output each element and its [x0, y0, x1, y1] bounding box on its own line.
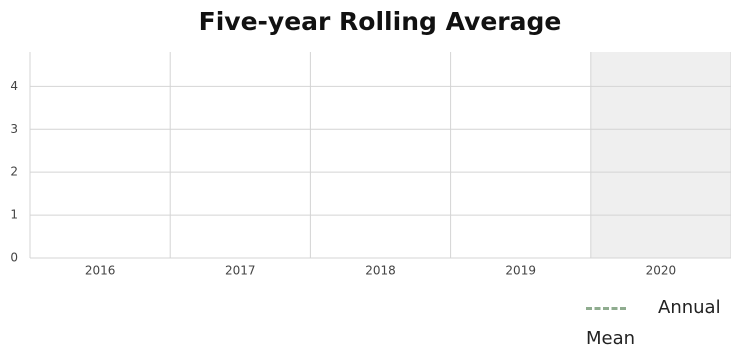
shaded-region: [590, 52, 731, 258]
legend-label: Annual Mean: [586, 297, 721, 349]
x-tick-label: 2018: [365, 264, 396, 278]
y-tick-label: 2: [10, 165, 18, 179]
x-tick-label: 2017: [225, 264, 256, 278]
legend: Annual Mean: [586, 292, 731, 354]
x-tick-label: 2019: [505, 264, 536, 278]
legend-swatch: [586, 306, 626, 310]
x-tick-label: 2016: [85, 264, 116, 278]
y-tick-label: 1: [10, 208, 18, 222]
y-tick-label: 4: [10, 79, 18, 93]
chart: Five-year Rolling Average 0 1 2 3 4 2016 2017 2…: [10, 7, 731, 278]
x-tick-label: 2020: [646, 264, 677, 278]
page: {"chart_data": {"type": "line", "title":…: [10, 7, 731, 349]
chart-title: Five-year Rolling Average: [199, 7, 562, 36]
y-tick-label: 3: [10, 122, 18, 136]
y-tick-label: 0: [10, 251, 18, 265]
